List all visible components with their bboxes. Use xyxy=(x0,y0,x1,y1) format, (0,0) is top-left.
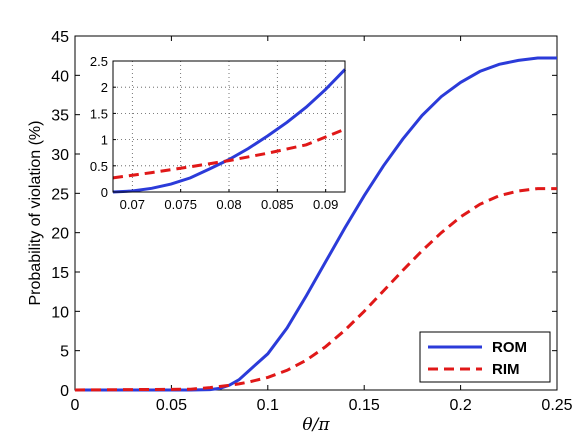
legend-box xyxy=(419,331,551,383)
x-tick-label: 0.2 xyxy=(449,397,471,414)
inset-y-tick-label: 1.5 xyxy=(90,106,108,121)
legend-label-rim: RIM xyxy=(492,361,520,378)
x-axis-label: θ/π xyxy=(302,415,330,435)
inset-x-tick-label: 0.09 xyxy=(313,197,338,212)
x-tick-label: 0.25 xyxy=(541,397,572,414)
inset-y-tick-label: 2.5 xyxy=(90,54,108,69)
y-tick-label: 40 xyxy=(51,68,69,85)
x-tick-label: 0 xyxy=(71,397,80,414)
y-tick-label: 25 xyxy=(51,186,69,203)
x-tick-label: 0.1 xyxy=(257,397,279,414)
inset-y-tick-label: 1 xyxy=(101,133,108,148)
inset-plot-area xyxy=(112,60,346,193)
inset-y-tick-label: 0.5 xyxy=(90,159,108,174)
y-axis-label: Probability of violation (%) xyxy=(27,121,44,306)
y-tick-label: 30 xyxy=(51,147,69,164)
inset-y-tick-label: 2 xyxy=(101,80,108,95)
inset-series xyxy=(112,68,347,194)
legend: ROM RIM xyxy=(419,331,551,383)
y-tick-label: 35 xyxy=(51,108,69,125)
y-tick-label: 45 xyxy=(51,29,69,46)
x-tick-label: 0.15 xyxy=(349,397,380,414)
inset-x-tick-label: 0.07 xyxy=(120,197,145,212)
y-tick-label: 0 xyxy=(60,383,69,400)
inset-y-tick-label: 0 xyxy=(101,185,108,200)
y-tick-label: 15 xyxy=(51,265,69,282)
inset-series-line-rim xyxy=(112,127,346,180)
inset-x-tick-label: 0.08 xyxy=(216,197,241,212)
inset-ticks: 0.07 0.075 0.08 0.085 0.09 0 0.5 1 1.5 2 2.5 xyxy=(90,54,338,212)
inset-border xyxy=(112,60,346,193)
inset-x-tick-label: 0.075 xyxy=(164,197,197,212)
legend-label-rom: ROM xyxy=(492,339,527,356)
y-tick-label: 20 xyxy=(51,226,69,243)
y-tick-label: 10 xyxy=(51,304,69,321)
series-line-rim xyxy=(74,187,557,392)
x-tick-label: 0.05 xyxy=(156,397,187,414)
inset-x-tick-label: 0.085 xyxy=(261,197,294,212)
y-tick-label: 5 xyxy=(60,344,69,361)
main-series xyxy=(74,56,557,392)
